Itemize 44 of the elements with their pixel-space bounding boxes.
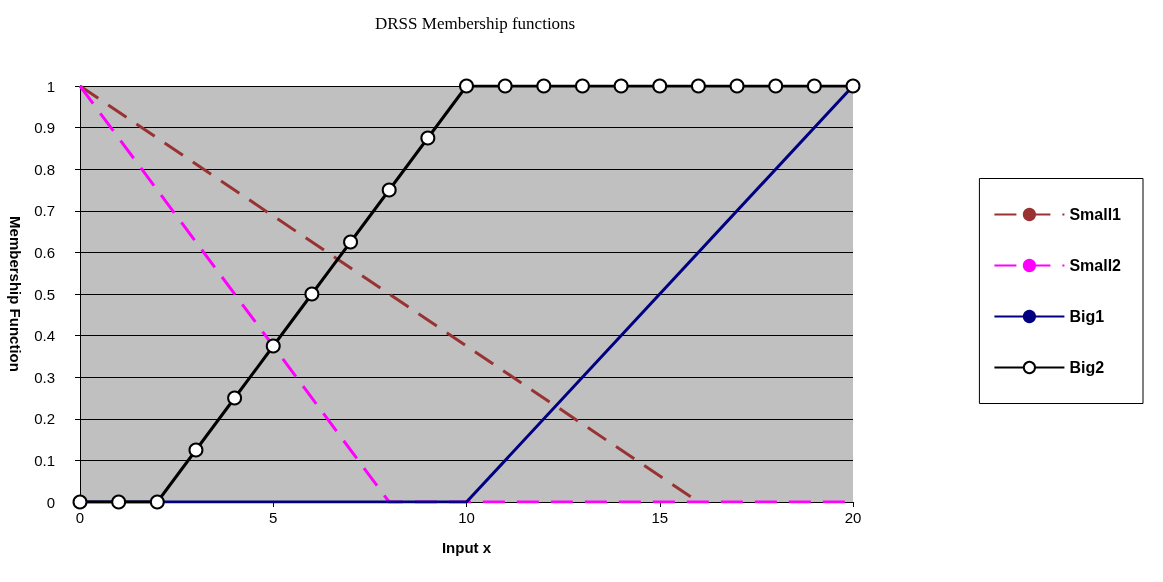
point xyxy=(806,78,822,94)
point xyxy=(768,78,784,94)
legend-label: Small2 xyxy=(1069,257,1122,274)
y-tick-label: 0.5 xyxy=(34,285,55,303)
x-tick-label: 5 xyxy=(269,509,278,526)
y-tick-label: 0.7 xyxy=(34,202,55,220)
point xyxy=(613,78,629,94)
point xyxy=(729,78,745,94)
point xyxy=(265,338,281,354)
y-tick-label: 0.6 xyxy=(34,243,55,261)
point xyxy=(304,286,320,302)
point xyxy=(188,442,204,458)
point xyxy=(497,78,513,94)
point xyxy=(227,390,243,406)
point xyxy=(652,78,668,94)
point xyxy=(690,78,706,94)
x-axis-title: Input x xyxy=(441,539,492,556)
x-tick-label: 20 xyxy=(844,509,862,526)
point xyxy=(574,78,590,94)
y-tick-label: 0.3 xyxy=(34,368,55,386)
point xyxy=(420,130,436,146)
x-tick-label: 15 xyxy=(651,509,669,526)
y-tick-label: 0.8 xyxy=(34,160,55,178)
point xyxy=(149,494,165,510)
x-tick-label: 10 xyxy=(458,509,475,526)
y-tick-label: 1 xyxy=(46,77,55,95)
point xyxy=(536,78,552,94)
point xyxy=(72,494,88,510)
point xyxy=(343,234,359,250)
y-axis-title: Membership Function xyxy=(7,216,25,372)
legend-label: Small1 xyxy=(1069,206,1122,223)
point xyxy=(845,78,861,94)
y-tick-label: 0.2 xyxy=(34,410,55,428)
x-tick-label: 0 xyxy=(75,509,85,526)
y-tick-label: 0.9 xyxy=(34,119,55,137)
legend-label: Big2 xyxy=(1069,359,1105,376)
chart-title: DRSS Membership functions xyxy=(375,14,576,33)
y-tick-label: 0 xyxy=(46,493,55,511)
legend-label: Big1 xyxy=(1069,308,1105,325)
point xyxy=(459,78,474,94)
y-tick-label: 0.4 xyxy=(34,327,55,345)
point xyxy=(111,494,127,510)
y-tick-label: 0.1 xyxy=(34,451,55,469)
point xyxy=(381,182,397,198)
